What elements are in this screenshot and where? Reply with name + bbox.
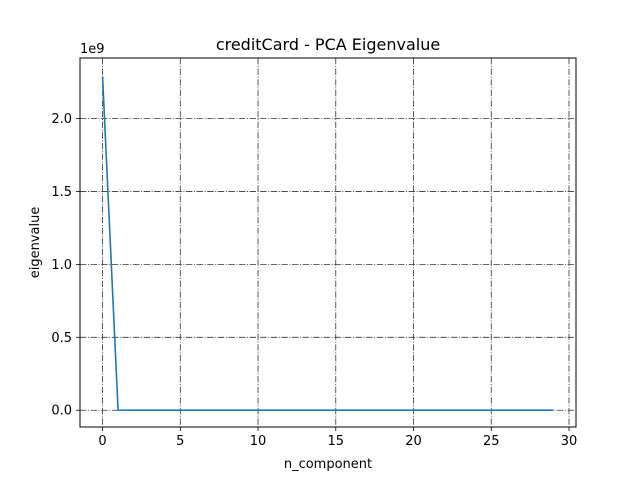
grid-lines [80, 58, 576, 427]
y-tick-label: 1.0 [51, 258, 72, 273]
x-axis-label: n_component [284, 457, 372, 472]
x-tick-label: 10 [250, 434, 267, 449]
x-tick-label: 30 [561, 434, 578, 449]
x-tick-label: 0 [98, 434, 106, 449]
y-axis-label: eigenvalue [28, 207, 43, 279]
x-tick-label: 15 [328, 434, 345, 449]
y-tick-label: 1.5 [51, 185, 72, 200]
series-layer [101, 76, 554, 412]
plot-frame [79, 57, 577, 428]
y-tick-label: 2.0 [51, 112, 72, 127]
x-tick-label: 20 [405, 434, 422, 449]
y-axis-offset-label: 1e9 [80, 42, 105, 57]
x-tick-label: 5 [176, 434, 184, 449]
x-tick-label: 25 [483, 434, 500, 449]
y-tick-label: 0.5 [51, 331, 72, 346]
x-axis: 0 5 10 15 20 25 30 [98, 427, 577, 449]
y-tick-label: 0.0 [51, 404, 72, 419]
y-axis: 0.0 0.5 1.0 1.5 2.0 [51, 112, 80, 419]
chart-title: creditCard - PCA Eigenvalue [216, 35, 440, 54]
eigenvalue-series-line [101, 76, 554, 412]
